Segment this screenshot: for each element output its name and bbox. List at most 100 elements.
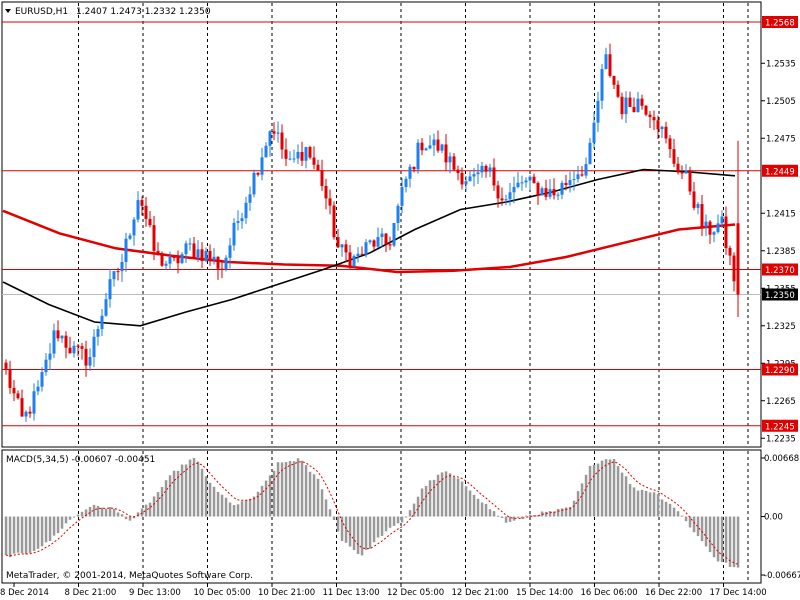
macd-bar xyxy=(92,504,96,517)
macd-bar xyxy=(632,487,636,517)
candle-body xyxy=(268,131,272,146)
candle-body xyxy=(212,256,216,260)
macd-bar xyxy=(524,515,528,517)
candle-body xyxy=(492,167,496,186)
time-label: 10 Dec 05:00 xyxy=(194,588,251,598)
candle-body xyxy=(716,223,720,233)
candle-body xyxy=(52,330,56,354)
macd-bar xyxy=(452,477,456,517)
time-label: 16 Dec 22:00 xyxy=(645,588,702,598)
macd-bar xyxy=(232,505,236,517)
macd-bar xyxy=(292,461,296,517)
candle-body xyxy=(656,120,660,130)
macd-bar xyxy=(616,466,620,517)
macd-bar xyxy=(268,475,272,517)
macd-bar xyxy=(436,474,440,517)
candle-body xyxy=(384,233,388,245)
macd-title: MACD(5,34,5) -0.00607 -0.00451 xyxy=(6,455,155,465)
time-label: 9 Dec 13:00 xyxy=(129,588,181,598)
candle-body xyxy=(8,368,12,388)
macd-bar xyxy=(396,516,400,524)
macd-bar xyxy=(384,516,388,532)
vertical-grid xyxy=(78,3,749,582)
macd-bar xyxy=(24,516,28,555)
candle-body xyxy=(396,205,400,223)
macd-bar xyxy=(100,507,104,517)
macd-bar xyxy=(592,464,596,517)
candle-body xyxy=(664,126,668,139)
macd-bar xyxy=(52,516,56,536)
candle-body xyxy=(452,156,456,170)
macd-bar xyxy=(624,476,628,517)
candle-body xyxy=(660,126,664,130)
macd-bar xyxy=(36,516,40,549)
candle-body xyxy=(72,345,76,354)
macd-bar xyxy=(288,460,292,517)
candle-body xyxy=(56,330,60,339)
macd-bar xyxy=(604,459,608,517)
dropdown-triangle-icon[interactable] xyxy=(5,9,11,13)
macd-bar xyxy=(108,507,112,517)
candle-body xyxy=(544,188,548,197)
price-tick-label: 1.2475 xyxy=(766,134,796,144)
candle-body xyxy=(372,240,376,247)
macd-bar xyxy=(284,462,288,517)
candle-body xyxy=(180,254,184,264)
candle-body xyxy=(292,158,296,160)
price-tick-label: 1.2415 xyxy=(766,209,796,219)
time-label: 12 Dec 05:00 xyxy=(387,588,444,598)
price-tick-label: 1.2325 xyxy=(766,322,796,332)
candle-body xyxy=(420,142,424,151)
candle-body xyxy=(676,163,680,173)
candle-body xyxy=(108,279,112,300)
macd-bar xyxy=(312,474,316,517)
macd-bar xyxy=(552,511,556,517)
macd-bar xyxy=(124,516,128,520)
macd-bar xyxy=(168,475,172,517)
ma-fast-line xyxy=(2,168,736,327)
macd-bar xyxy=(492,511,496,517)
copyright-text: MetaTrader, © 2001-2014, MetaQuotes Soft… xyxy=(6,571,253,581)
macd-bar xyxy=(644,490,648,517)
candle-body xyxy=(344,244,348,253)
candle-body xyxy=(96,329,100,337)
candle-body xyxy=(208,250,212,260)
macd-bar xyxy=(120,514,124,517)
candle-body xyxy=(736,223,740,295)
level-tag-label: 1.2568 xyxy=(765,19,795,29)
candle-body xyxy=(316,164,320,171)
candle-body xyxy=(708,221,712,235)
macd-bar xyxy=(432,479,436,517)
macd-bar xyxy=(720,516,724,563)
macd-signal-line xyxy=(5,461,739,565)
macd-bar xyxy=(216,491,220,517)
candle-body xyxy=(412,166,416,170)
macd-bar xyxy=(224,497,228,517)
candle-body xyxy=(688,170,692,192)
macd-bar xyxy=(220,494,224,517)
candle-body xyxy=(272,131,276,134)
time-axis: 8 Dec 2014 8 Dec 21:00 9 Dec 13:00 10 Dec 0… xyxy=(0,583,767,598)
macd-bar xyxy=(360,516,364,556)
macd-bar xyxy=(80,511,84,517)
candle-body xyxy=(232,222,236,246)
candle-body xyxy=(696,204,700,208)
candle-body xyxy=(636,98,640,113)
macd-bar xyxy=(304,465,308,517)
macd-bar xyxy=(696,516,700,537)
macd-bar xyxy=(656,494,660,517)
candle-body xyxy=(472,174,476,177)
candle-body xyxy=(724,216,728,249)
macd-bar xyxy=(732,516,736,568)
macd-bar xyxy=(640,489,644,517)
macd-histogram xyxy=(4,458,740,568)
macd-bar xyxy=(560,508,564,517)
macd-bar xyxy=(488,509,492,517)
candle-body xyxy=(152,225,156,251)
candle-body xyxy=(44,359,48,373)
macd-bar xyxy=(456,478,460,517)
price-pane[interactable] xyxy=(1,1,762,448)
macd-bar xyxy=(596,463,600,517)
candle-body xyxy=(280,132,284,150)
